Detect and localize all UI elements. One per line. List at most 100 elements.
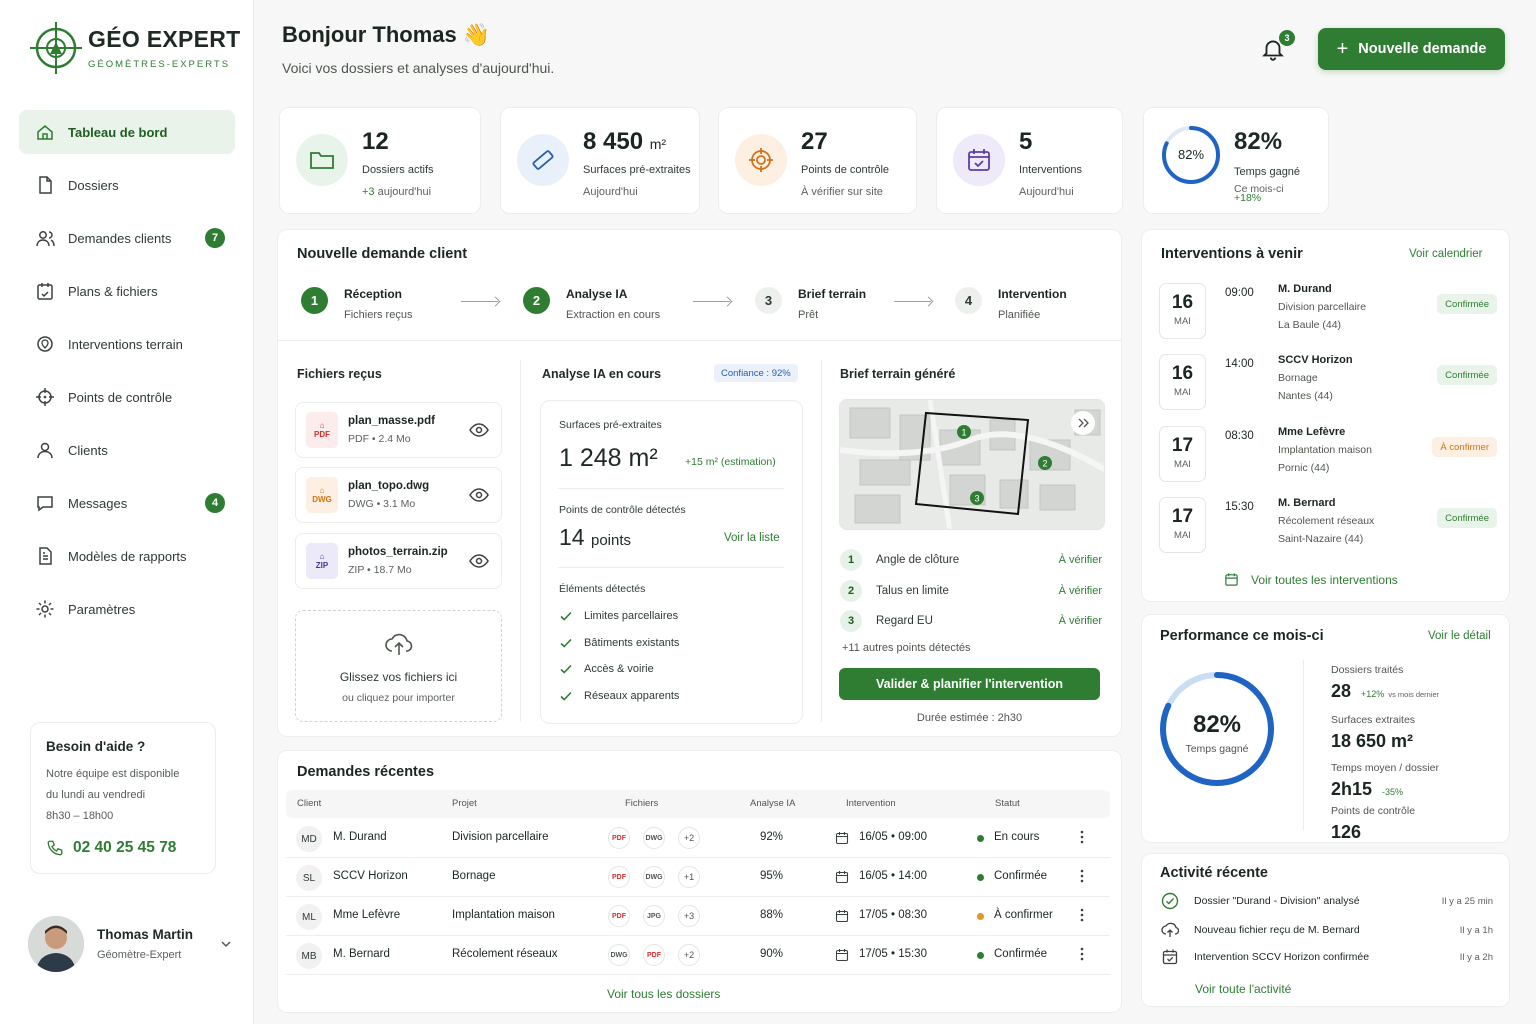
col-client[interactable]: Client (297, 798, 322, 809)
more-vertical-icon[interactable] (1080, 907, 1084, 923)
stat-label: Interventions (1019, 164, 1082, 176)
activity-item[interactable]: Dossier "Durand - Division" analysé Il y … (1161, 892, 1493, 910)
col-statut[interactable]: Statut (995, 798, 1020, 809)
all-activity-link[interactable]: Voir toute l'activité (1195, 982, 1292, 996)
stat-card-dossiers[interactable]: 12 Dossiers actifs +3 aujourd'hui (279, 107, 481, 214)
logo[interactable]: GÉO EXPERT GÉOMÈTRES-EXPERTS (28, 20, 241, 76)
col-analyse[interactable]: Analyse IA (750, 798, 796, 809)
sidebar-item-dossiers[interactable]: Dossiers (19, 163, 235, 207)
eye-icon[interactable] (469, 420, 489, 440)
file-item[interactable]: ⌂ ZIP photos_terrain.zip ZIP • 18.7 Mo (295, 533, 502, 589)
intervention-item[interactable]: 17 MAI 08:30 Mme Lefèvre Implantation maison… (1159, 426, 1497, 486)
intervention-type: Bornage (1278, 372, 1318, 384)
step-reception[interactable]: 1 Réception Fichiers reçus (301, 287, 412, 321)
dwg-icon[interactable]: DWG (643, 827, 665, 849)
step-intervention[interactable]: 4 Intervention Planifiée (955, 287, 1067, 321)
points-list-link[interactable]: Voir la liste (724, 532, 780, 544)
stat-card-points[interactable]: 27 Points de contrôle À vérifier sur sit… (718, 107, 917, 214)
step-brief[interactable]: 3 Brief terrain Prêt (755, 287, 866, 321)
sidebar-item-plans-fichiers[interactable]: Plans & fichiers (19, 269, 235, 313)
point-number: 1 (840, 549, 862, 571)
brief-point-row[interactable]: 1 Angle de clôture À vérifier (840, 549, 1102, 571)
col-fichiers[interactable]: Fichiers (625, 798, 659, 809)
phone-icon (47, 840, 63, 856)
point-status[interactable]: À vérifier (1058, 615, 1102, 627)
more-files-badge[interactable]: +2 (678, 944, 700, 966)
more-vertical-icon[interactable] (1080, 946, 1084, 962)
more-vertical-icon[interactable] (1080, 829, 1084, 845)
time-saved-label: Temps gagné (1234, 166, 1301, 178)
intervention-item[interactable]: 16 MAI 09:00 M. Durand Division parcellaire L… (1159, 283, 1497, 343)
pdf-icon[interactable]: PDF (643, 944, 665, 966)
more-files-badge[interactable]: +3 (678, 905, 700, 927)
client-name: Mme Lefèvre (333, 909, 401, 921)
sidebar-item-demandes-clients[interactable]: Demandes clients 7 (19, 216, 235, 260)
calendar-link[interactable]: Voir calendrier (1409, 248, 1483, 260)
check-icon (560, 611, 572, 621)
table-row[interactable]: MD M. Durand Division parcellaire PDF DWG +2 9… (286, 819, 1110, 858)
jpg-icon[interactable]: JPG (643, 905, 665, 927)
help-line2: du lundi au vendredi (46, 789, 146, 801)
col-projet[interactable]: Projet (452, 798, 477, 809)
help-phone: 02 40 25 45 78 (73, 839, 177, 856)
table-row[interactable]: SL SCCV Horizon Bornage PDF DWG +1 95% 16/05 • … (286, 858, 1110, 897)
dwg-icon[interactable]: DWG (643, 866, 665, 888)
col-intervention[interactable]: Intervention (846, 798, 896, 809)
recent-requests-title: Demandes récentes (297, 764, 435, 780)
intervention-date: 17/05 • 08:30 (859, 909, 927, 921)
eye-icon[interactable] (469, 485, 489, 505)
sidebar-item-parametres[interactable]: Paramètres (19, 587, 235, 631)
bell-icon[interactable] (1260, 36, 1286, 62)
sidebar-item-interventions-terrain[interactable]: Interventions terrain (19, 322, 235, 366)
intervention-item[interactable]: 16 MAI 14:00 SCCV Horizon Bornage Nantes (44)… (1159, 354, 1497, 414)
sidebar-item-modeles-de-rapports[interactable]: Modèles de rapports (19, 534, 235, 578)
validate-plan-button[interactable]: Valider & planifier l'intervention (839, 668, 1100, 700)
intervention-type: Division parcellaire (1278, 301, 1367, 313)
eye-icon[interactable] (469, 551, 489, 571)
project-name: Bornage (452, 870, 496, 882)
dwg-icon[interactable]: DWG (608, 944, 630, 966)
activity-item[interactable]: Nouveau fichier reçu de M. Bernard Il y a… (1161, 921, 1493, 939)
activity-item[interactable]: Intervention SCCV Horizon confirmée Il y … (1161, 948, 1493, 966)
new-request-button[interactable]: + Nouvelle demande (1318, 28, 1505, 70)
stat-card-surfaces[interactable]: 8 450 m² Surfaces pré-extraites Aujourd'… (500, 107, 700, 214)
point-status[interactable]: À vérifier (1058, 584, 1102, 597)
more-files-badge[interactable]: +1 (678, 866, 700, 888)
file-icon (39, 176, 52, 194)
table-row[interactable]: ML Mme Lefèvre Implantation maison PDF JPG +3… (286, 897, 1110, 936)
table-row[interactable]: MB M. Bernard Récolement réseaux DWG PDF +2 90… (286, 936, 1110, 975)
stat-card-time-saved[interactable]: 82% 82% Temps gagné Ce mois-ci +18% (1143, 107, 1329, 214)
pdf-icon[interactable]: PDF (608, 866, 630, 888)
sidebar-item-clients[interactable]: Clients (19, 428, 235, 472)
brief-point-row[interactable]: 2 Talus en limite À vérifier (840, 579, 1102, 602)
chevron-down-icon[interactable] (219, 937, 233, 951)
sidebar-item-tableau-de-bord[interactable]: Tableau de bord (19, 110, 235, 154)
pdf-icon[interactable]: PDF (608, 905, 630, 927)
point-label: Talus en limite (876, 584, 949, 597)
sidebar-item-messages[interactable]: Messages 4 (19, 481, 235, 525)
svg-text:Temps gagné: Temps gagné (1185, 743, 1248, 755)
sidebar-item-points-de-controle[interactable]: Points de contrôle (19, 375, 235, 419)
brief-point-row[interactable]: 3 Regard EU À vérifier (840, 610, 1102, 632)
map-preview[interactable]: 1 2 3 (839, 399, 1105, 530)
file-item[interactable]: ⌂ DWG plan_topo.dwg DWG • 3.1 Mo (295, 467, 502, 523)
more-vertical-icon[interactable] (1080, 868, 1084, 884)
all-interventions-link[interactable]: Voir toutes les interventions (1224, 572, 1398, 587)
sidebar-item-label: Paramètres (68, 601, 136, 617)
upcoming-title: Interventions à venir (1161, 246, 1303, 262)
stat-card-interventions[interactable]: 5 Interventions Aujourd'hui (936, 107, 1123, 214)
new-request-title: Nouvelle demande client (297, 246, 468, 262)
intervention-item[interactable]: 17 MAI 15:30 M. Bernard Récolement réseaux Sa… (1159, 497, 1497, 557)
all-dossiers-link[interactable]: Voir tous les dossiers (607, 987, 721, 1001)
user-profile[interactable]: Thomas Martin Géomètre-Expert (28, 916, 233, 972)
intervention-location: Saint-Nazaire (44) (1278, 533, 1364, 545)
more-files-badge[interactable]: +2 (678, 827, 700, 849)
confidence-badge: Confiance : 92% (714, 364, 798, 382)
point-status[interactable]: À vérifier (1058, 554, 1102, 566)
performance-detail-link[interactable]: Voir le détail (1428, 630, 1491, 642)
pdf-icon[interactable]: PDF (608, 827, 630, 849)
step-analyse[interactable]: 2 Analyse IA Extraction en cours (523, 287, 660, 321)
file-item[interactable]: ⌂ PDF plan_masse.pdf PDF • 2.4 Mo (295, 402, 502, 458)
file-dropzone[interactable]: Glissez vos fichiers ici ou cliquez pour… (295, 610, 502, 722)
help-phone-link[interactable]: 02 40 25 45 78 (46, 839, 200, 857)
